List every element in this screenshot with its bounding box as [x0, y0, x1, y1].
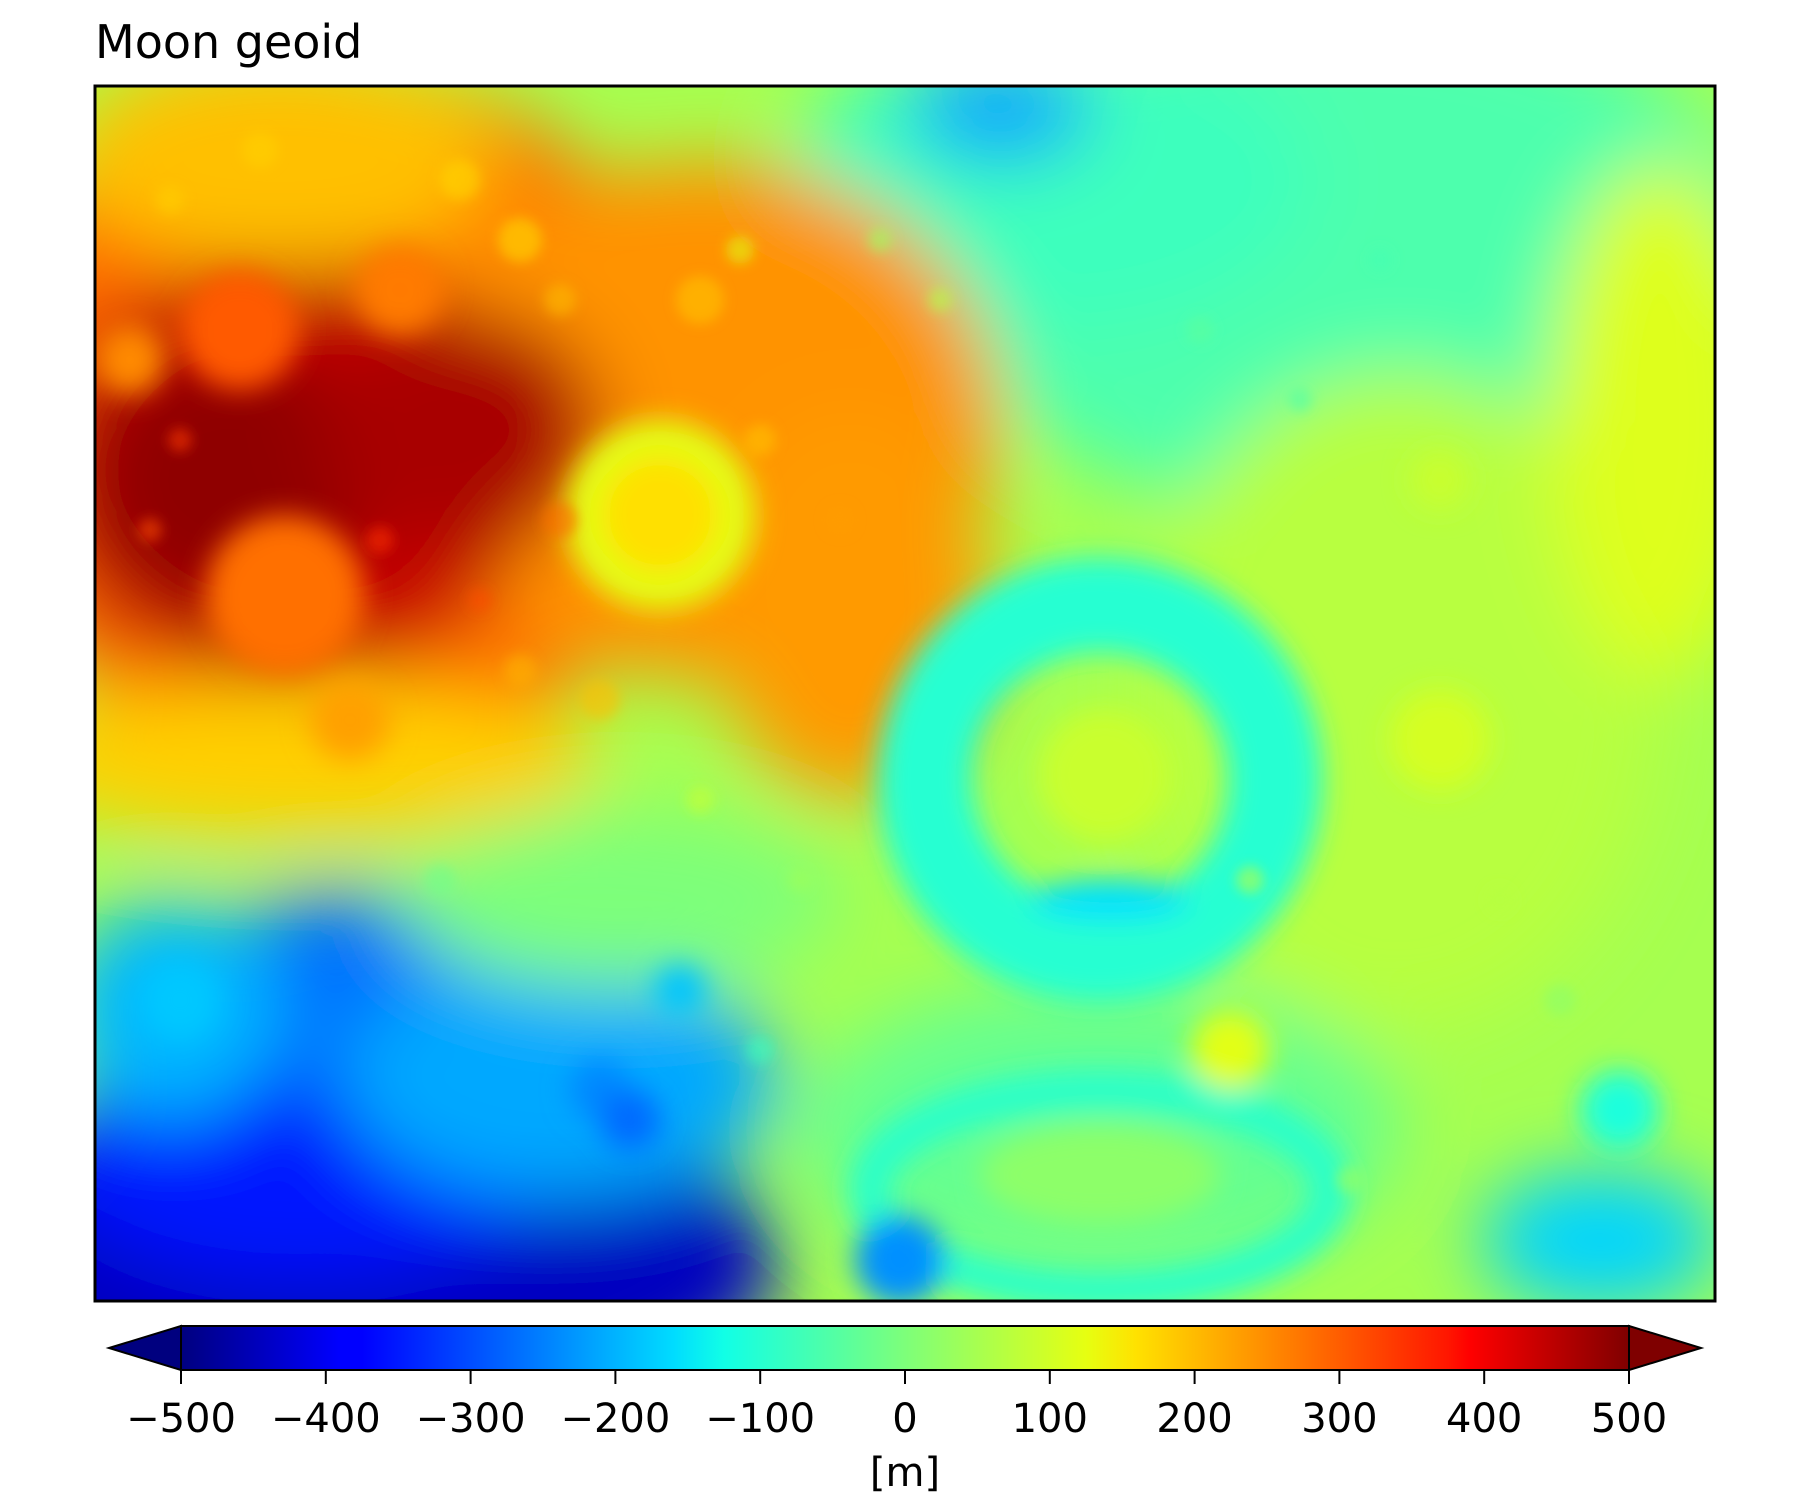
- colorbar-tick-label: −200: [560, 1396, 670, 1442]
- heatmap-craters: [138, 132, 1576, 1194]
- colorbar-tick-label: 100: [1012, 1396, 1088, 1442]
- colorbar-tick-label: 200: [1156, 1396, 1232, 1442]
- colorbar-tick-label: −400: [271, 1396, 381, 1442]
- colorbar-tick-label: 400: [1446, 1396, 1522, 1442]
- colorbar-body: [180, 1325, 1630, 1371]
- colorbar-ticks: −500 −400 −300 −200 −100 0 100 200 300 400 500: [126, 1370, 1667, 1442]
- colorbar-tick-label: 500: [1591, 1396, 1667, 1442]
- map-frame: [93, 84, 1717, 1303]
- colorbar-label: [m]: [870, 1450, 940, 1496]
- colorbar-extend-low: [105, 1324, 182, 1372]
- colorbar-tick-label: 300: [1301, 1396, 1377, 1442]
- colorbar-extend-high: [1628, 1324, 1705, 1372]
- colorbar-tick-label: −300: [416, 1396, 526, 1442]
- colorbar: −500 −400 −300 −200 −100 0 100 200 300 400 500 [m]: [105, 1324, 1705, 1496]
- chart-title: Moon geoid: [95, 15, 362, 69]
- heatmap-features: [95, 245, 1660, 1301]
- colorbar-tick-label: 0: [892, 1396, 917, 1442]
- colorbar-tick-label: −500: [126, 1396, 236, 1442]
- geoid-heatmap: [95, 86, 1715, 1301]
- colorbar-tick-label: −100: [705, 1396, 815, 1442]
- heatmap-broad-field: [95, 86, 1715, 1301]
